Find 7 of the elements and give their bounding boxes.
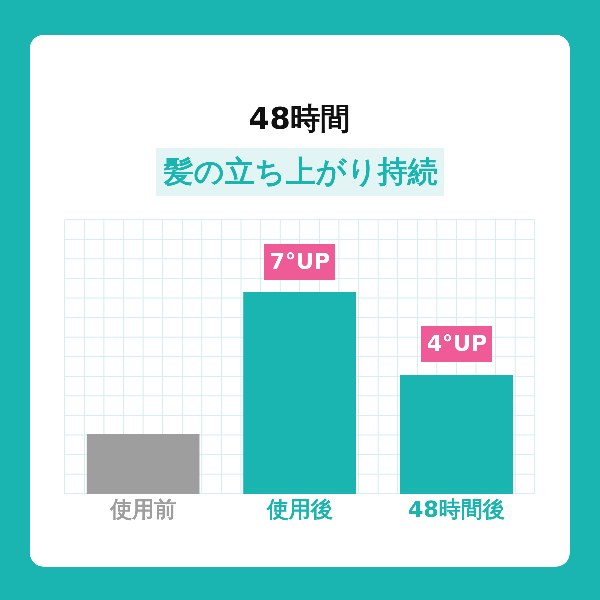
x-tick-label: 48時間後 [408,498,505,523]
x-tick-label: 使用後 [266,498,333,523]
chart-subtitle: 髪の立ち上がり持続 [163,155,438,190]
annotation: 4°UP [427,332,488,357]
x-tick-label: 使用前 [109,498,176,523]
chart-title: 48時間 [249,102,351,137]
annotation: 7°UP [270,250,330,275]
